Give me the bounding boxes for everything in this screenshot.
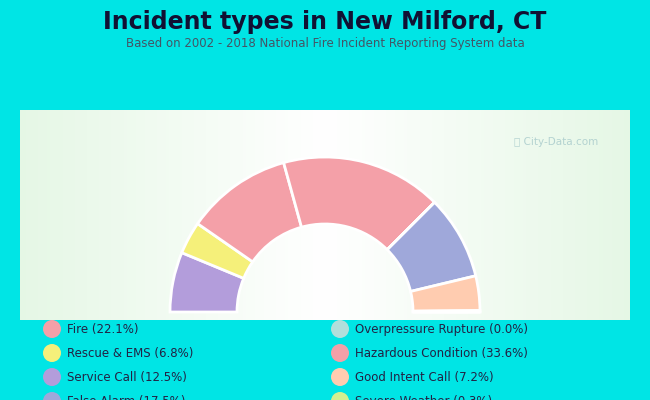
Wedge shape [198, 163, 302, 262]
Wedge shape [411, 276, 480, 311]
Text: Hazardous Condition (33.6%): Hazardous Condition (33.6%) [355, 346, 528, 360]
Text: Good Intent Call (7.2%): Good Intent Call (7.2%) [355, 370, 493, 384]
Circle shape [43, 368, 61, 386]
Text: Rescue & EMS (6.8%): Rescue & EMS (6.8%) [67, 346, 194, 360]
Text: Severe Weather (0.3%): Severe Weather (0.3%) [355, 394, 492, 400]
Text: Service Call (12.5%): Service Call (12.5%) [67, 370, 187, 384]
Circle shape [43, 392, 61, 400]
Circle shape [331, 392, 349, 400]
Wedge shape [413, 310, 480, 312]
Text: Overpressure Rupture (0.0%): Overpressure Rupture (0.0%) [355, 322, 528, 336]
Wedge shape [387, 202, 476, 292]
Wedge shape [283, 157, 435, 250]
Text: False Alarm (17.5%): False Alarm (17.5%) [67, 394, 185, 400]
Text: Ⓢ City-Data.com: Ⓢ City-Data.com [514, 137, 598, 147]
Circle shape [331, 320, 349, 338]
Circle shape [43, 320, 61, 338]
Wedge shape [170, 253, 244, 312]
Wedge shape [387, 202, 435, 250]
Circle shape [331, 368, 349, 386]
Wedge shape [182, 224, 253, 278]
Text: Fire (22.1%): Fire (22.1%) [67, 322, 138, 336]
Text: Based on 2002 - 2018 National Fire Incident Reporting System data: Based on 2002 - 2018 National Fire Incid… [125, 36, 525, 50]
Text: Incident types in New Milford, CT: Incident types in New Milford, CT [103, 10, 547, 34]
Circle shape [43, 344, 61, 362]
Circle shape [331, 344, 349, 362]
